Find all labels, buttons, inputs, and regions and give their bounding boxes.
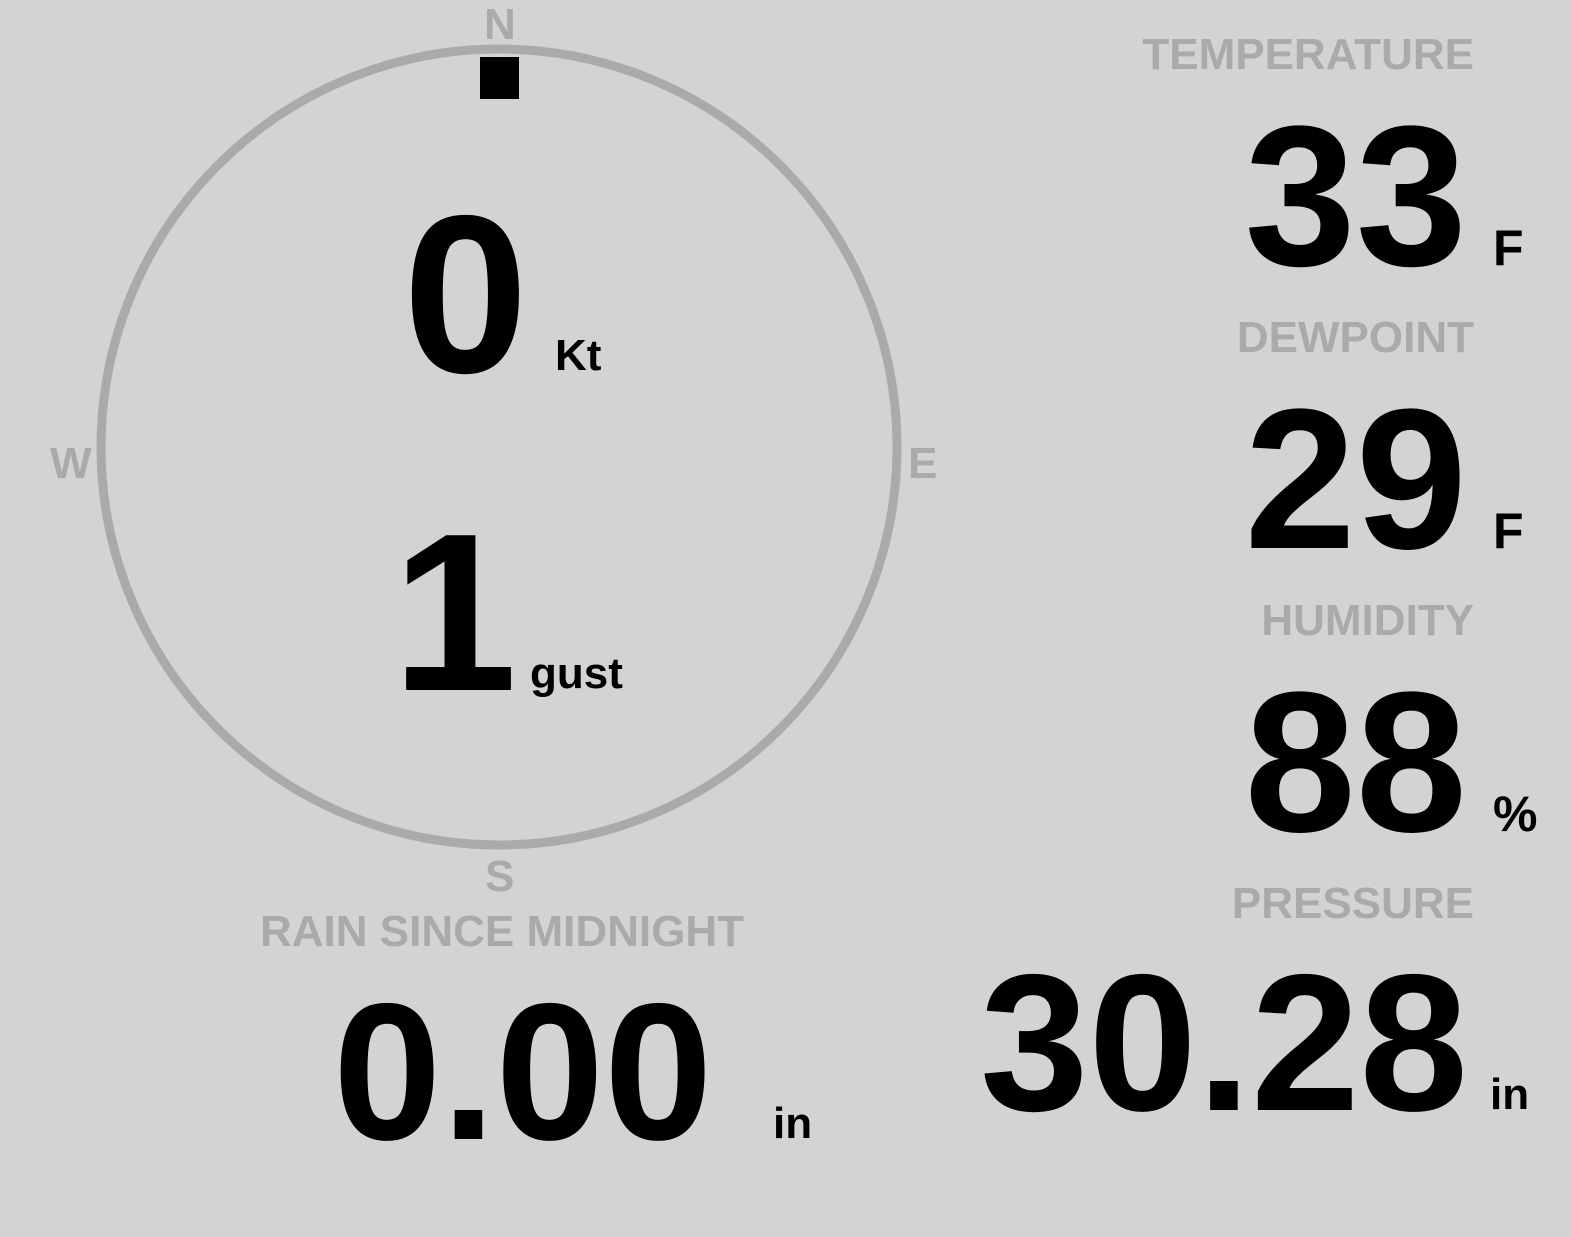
wind-gust-value: 1	[392, 486, 518, 738]
wind-gust-unit: gust	[530, 649, 623, 698]
temperature-value: 33	[1244, 85, 1467, 308]
compass-north: N	[484, 0, 516, 49]
temperature-unit: F	[1493, 220, 1524, 276]
compass-south: S	[485, 852, 515, 901]
dewpoint-unit: F	[1493, 503, 1524, 559]
dewpoint-value: 29	[1244, 368, 1467, 591]
humidity-unit: %	[1493, 786, 1538, 842]
pressure-label: PRESSURE	[1231, 879, 1474, 928]
pressure-unit: in	[1490, 1070, 1530, 1119]
rain-label: RAIN SINCE MIDNIGHT	[260, 907, 744, 956]
wind-speed-unit: Kt	[555, 331, 602, 380]
compass-west: W	[50, 439, 92, 488]
humidity-value: 88	[1244, 651, 1467, 874]
rain-value: 0.00	[333, 963, 713, 1181]
wind-direction-marker	[480, 57, 519, 99]
compass-ring	[96, 44, 902, 850]
temperature-label: TEMPERATURE	[1142, 30, 1474, 79]
wind-speed-value: 0	[403, 168, 529, 420]
humidity-label: HUMIDITY	[1261, 596, 1474, 645]
compass-east: E	[908, 439, 938, 488]
dewpoint-label: DEWPOINT	[1236, 313, 1474, 362]
pressure-value: 30.28	[980, 934, 1468, 1152]
rain-unit: in	[773, 1099, 813, 1148]
